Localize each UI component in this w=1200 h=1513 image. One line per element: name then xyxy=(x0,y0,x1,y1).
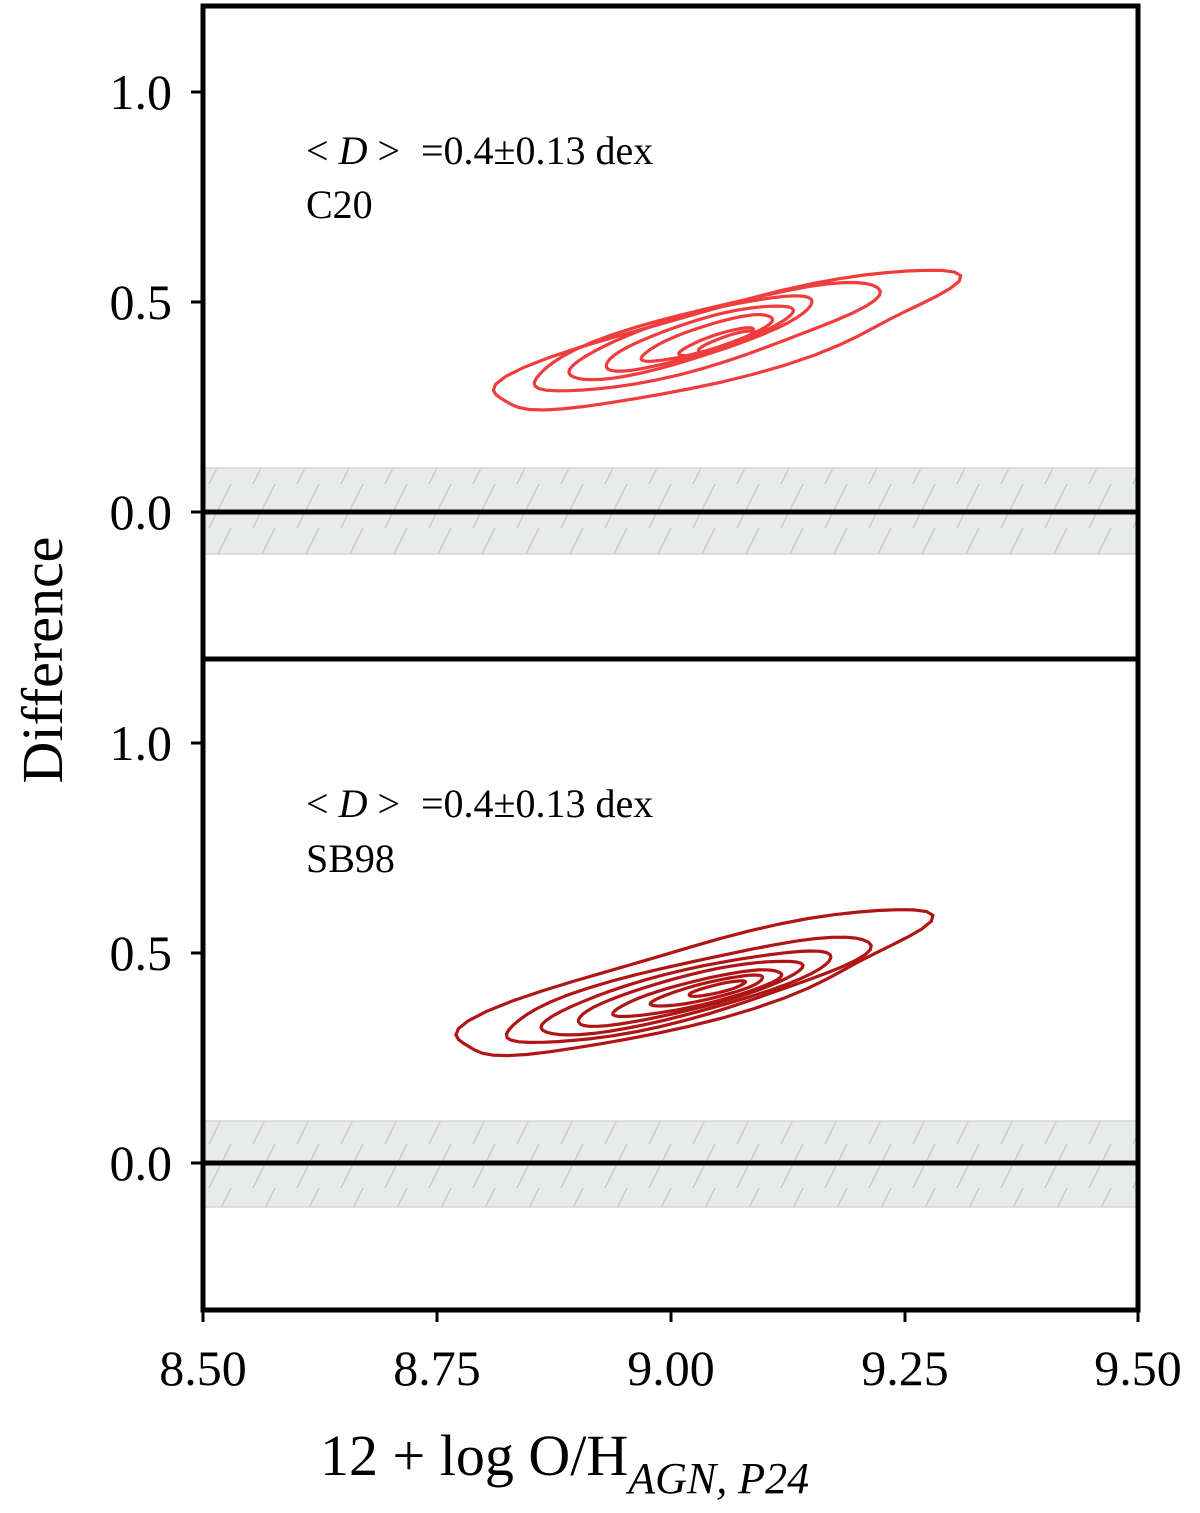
top-panel: 0.0 0.5 1.0 < D > =0.4±0.13 dex C20 xyxy=(110,3,1141,662)
top-contour-level-7 xyxy=(697,329,757,355)
top-frame xyxy=(200,3,1141,662)
bottom-annotation-stat: =0.4±0.13 dex xyxy=(421,781,653,826)
top-contours xyxy=(491,268,963,412)
x-tick-label: 8.50 xyxy=(159,1340,247,1396)
bottom-frame xyxy=(200,656,1141,1313)
x-axis-title: 12 + log O/HAGN, P24 xyxy=(320,1423,809,1503)
bottom-contour-level-5 xyxy=(611,968,784,1019)
bottom-contour-level-1 xyxy=(454,908,935,1058)
bottom-panel: 0.0 0.5 1.0 < D > =0.4±0.13 dex SB98 xyxy=(110,656,1141,1313)
bottom-annotation-symbol: < D > xyxy=(306,781,400,826)
y-axis-title: Difference xyxy=(10,537,75,784)
top-contour-level-3 xyxy=(567,294,814,382)
bottom-contour-level-7 xyxy=(687,979,748,998)
top-annotation-symbol: < D > xyxy=(306,128,400,173)
top-annotation: < D > =0.4±0.13 dex C20 xyxy=(306,128,653,227)
x-axis: 8.50 8.75 9.00 9.25 9.50 xyxy=(159,1310,1182,1396)
x-tick-label: 9.25 xyxy=(861,1340,949,1396)
x-tick-label: 9.00 xyxy=(627,1340,715,1396)
x-tick-label: 8.75 xyxy=(393,1340,481,1396)
bottom-y-tick-label: 0.5 xyxy=(110,925,173,981)
bottom-contour-level-2 xyxy=(504,935,873,1044)
bottom-annotation: < D > =0.4±0.13 dex SB98 xyxy=(306,781,653,881)
top-y-axis: 0.0 0.5 1.0 xyxy=(110,64,203,540)
bottom-y-tick-label: 0.0 xyxy=(110,1135,173,1191)
bottom-contours xyxy=(454,908,935,1058)
bottom-y-axis: 0.0 0.5 1.0 xyxy=(110,715,203,1191)
x-tick-label: 9.50 xyxy=(1094,1340,1182,1396)
x-axis-title-main: 12 + log O/H xyxy=(320,1423,628,1488)
top-y-tick-label: 1.0 xyxy=(110,64,173,120)
bottom-contour-level-4 xyxy=(577,959,805,1028)
x-axis-title-subscript: AGN, P24 xyxy=(625,1454,809,1503)
top-contour-level-2 xyxy=(532,280,882,393)
top-contour-level-1 xyxy=(491,268,963,412)
top-annotation-stat: =0.4±0.13 dex xyxy=(421,128,653,173)
top-y-tick-label: 0.0 xyxy=(110,484,173,540)
top-annotation-label: C20 xyxy=(306,182,373,227)
bottom-y-tick-label: 1.0 xyxy=(110,715,173,771)
bottom-contour-level-3 xyxy=(539,949,833,1037)
bottom-contour-level-6 xyxy=(648,973,764,1008)
top-y-tick-label: 0.5 xyxy=(110,274,173,330)
top-contour-level-6 xyxy=(677,326,756,358)
bottom-annotation-label: SB98 xyxy=(306,836,395,881)
